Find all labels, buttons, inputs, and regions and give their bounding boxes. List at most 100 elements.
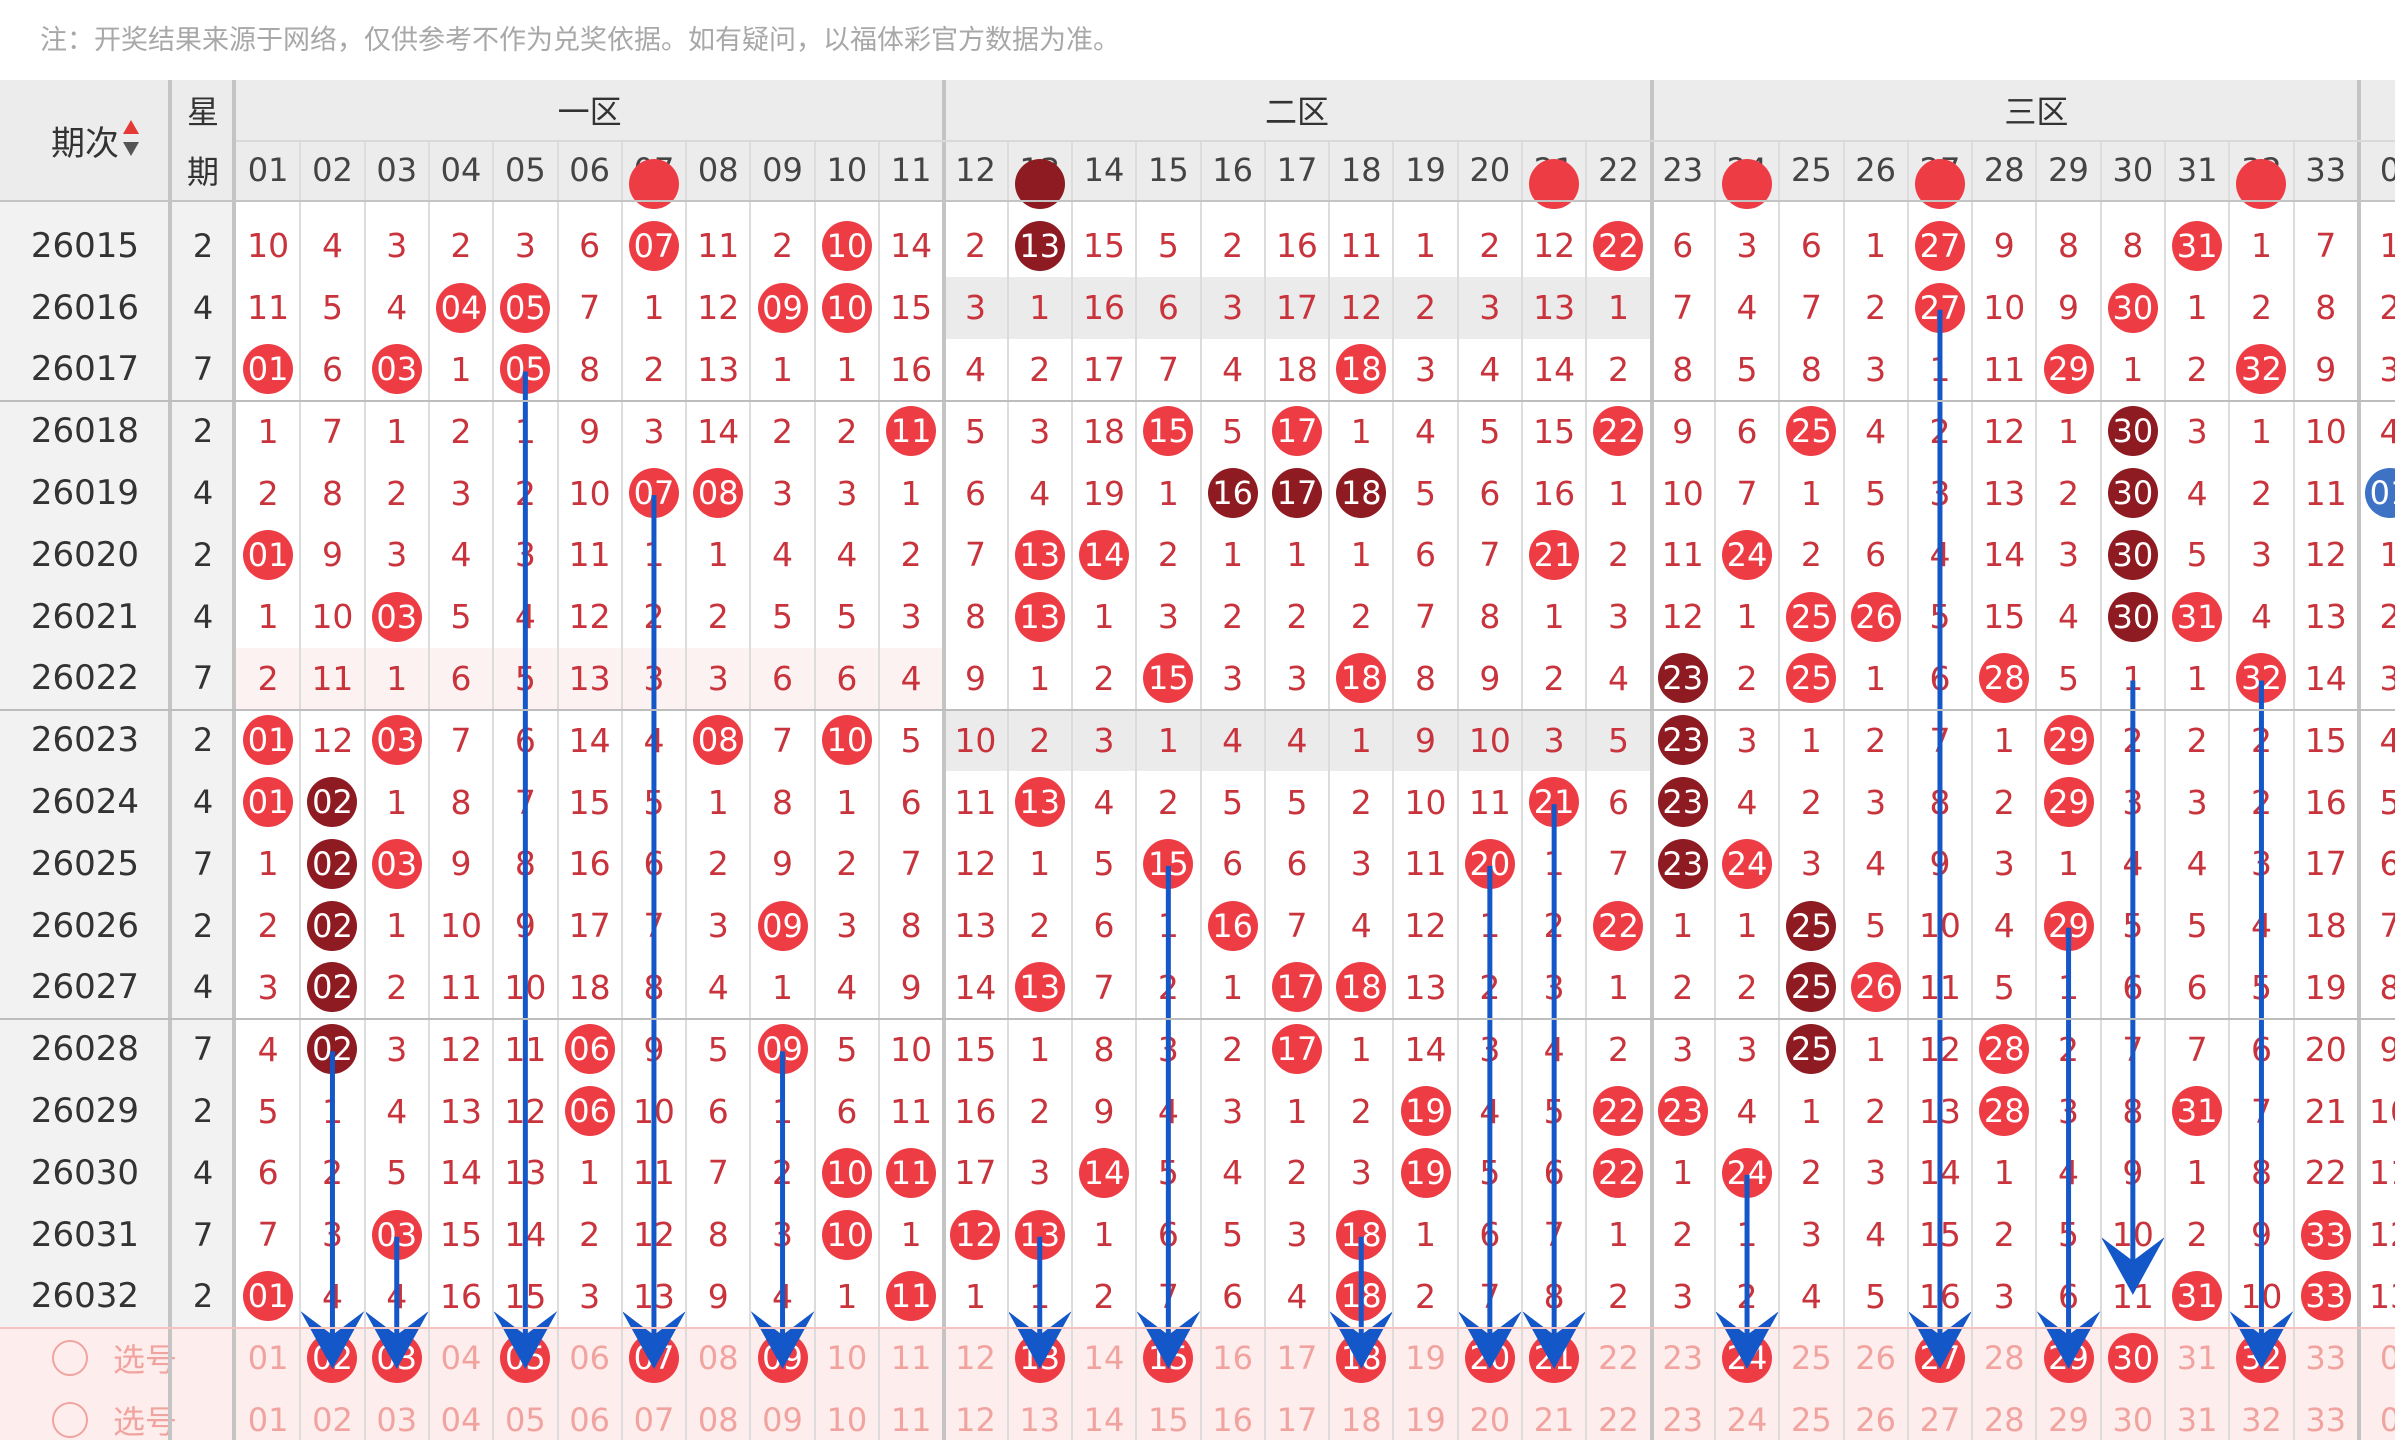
- number-column-header[interactable]: 04: [440, 151, 482, 189]
- period-header[interactable]: 期次: [51, 123, 119, 164]
- number-column-header[interactable]: 0: [2379, 151, 2395, 189]
- selectable-number-cell[interactable]: 26: [1855, 1339, 1896, 1378]
- selectable-number-cell[interactable]: 03: [376, 1401, 418, 1440]
- number-column-header[interactable]: 02: [312, 151, 353, 189]
- selected-number-cell[interactable]: 21: [1522, 1327, 1586, 1389]
- number-column-header[interactable]: 28: [1983, 151, 2025, 189]
- number-column-header[interactable]: 11: [890, 151, 932, 189]
- selectable-number-cell[interactable]: 33: [2305, 1401, 2347, 1440]
- select-label[interactable]: 选号: [112, 1403, 177, 1440]
- selectable-number-cell[interactable]: 28: [1983, 1401, 2025, 1440]
- select-radio-icon[interactable]: [52, 1340, 88, 1377]
- selectable-number-cell[interactable]: 01: [247, 1401, 289, 1440]
- selectable-number-cell[interactable]: 16: [1212, 1401, 1253, 1440]
- number-column-header[interactable]: 08: [697, 151, 739, 189]
- selected-number-cell[interactable]: 18: [1329, 1327, 1393, 1389]
- selectable-number-cell[interactable]: 11: [890, 1401, 932, 1440]
- selectable-number-cell[interactable]: 31: [2176, 1401, 2218, 1440]
- number-column-header[interactable]: 29: [2048, 151, 2089, 189]
- selectable-number-cell[interactable]: 11: [890, 1339, 932, 1378]
- number-column-header[interactable]: 17: [1276, 151, 1318, 189]
- selectable-number-cell[interactable]: 25: [1790, 1339, 1832, 1378]
- number-column-header[interactable]: 09: [762, 151, 803, 189]
- selected-number-cell[interactable]: 30: [2101, 1327, 2165, 1389]
- selectable-number-cell[interactable]: 23: [1662, 1339, 1704, 1378]
- selectable-number-cell[interactable]: 06: [569, 1339, 610, 1378]
- selected-number-ball[interactable]: 20: [1464, 1333, 1515, 1384]
- number-column-header[interactable]: 10: [826, 151, 868, 189]
- selected-number-cell[interactable]: 07: [622, 1327, 686, 1389]
- selectable-number-cell[interactable]: 28: [1983, 1339, 2025, 1378]
- selected-number-ball[interactable]: 03: [371, 1333, 422, 1384]
- selectable-number-cell[interactable]: 14: [1083, 1339, 1125, 1378]
- number-column-header[interactable]: 15: [1147, 151, 1189, 189]
- number-column-header[interactable]: 06: [569, 151, 610, 189]
- selected-number-ball[interactable]: 18: [1336, 1333, 1387, 1384]
- selected-number-cell[interactable]: 02: [300, 1327, 364, 1389]
- select-label[interactable]: 选号: [112, 1341, 177, 1380]
- selectable-number-cell[interactable]: 17: [1276, 1401, 1318, 1440]
- selected-number-ball[interactable]: 32: [2236, 1333, 2287, 1384]
- selectable-number-cell[interactable]: 04: [440, 1339, 482, 1378]
- selected-number-cell[interactable]: 13: [1008, 1327, 1072, 1389]
- selectable-number-cell[interactable]: 21: [1533, 1401, 1575, 1440]
- selectable-number-cell[interactable]: 01: [247, 1339, 289, 1378]
- selectable-number-cell[interactable]: 29: [2048, 1401, 2089, 1440]
- selectable-number-cell[interactable]: 08: [697, 1401, 739, 1440]
- number-column-header[interactable]: 05: [504, 151, 546, 189]
- number-column-header[interactable]: 26: [1855, 151, 1896, 189]
- selectable-number-cell[interactable]: 08: [697, 1339, 739, 1378]
- number-column-header[interactable]: 03: [376, 151, 418, 189]
- select-radio-icon[interactable]: [52, 1402, 88, 1439]
- selectable-number-cell[interactable]: 24: [1726, 1401, 1768, 1440]
- number-column-header[interactable]: 33: [2305, 151, 2347, 189]
- selected-number-ball[interactable]: 30: [2107, 1333, 2158, 1384]
- selectable-number-cell[interactable]: 06: [569, 1401, 610, 1440]
- selectable-number-cell[interactable]: 12: [955, 1339, 996, 1378]
- number-column-header[interactable]: 16: [1212, 151, 1253, 189]
- number-column-header[interactable]: 14: [1083, 151, 1125, 189]
- selectable-number-cell[interactable]: 19: [1405, 1339, 1446, 1378]
- selectable-number-cell[interactable]: 10: [826, 1401, 868, 1440]
- number-column-header[interactable]: 23: [1662, 151, 1704, 189]
- number-column-header[interactable]: 20: [1469, 151, 1511, 189]
- number-column-header[interactable]: 01: [247, 151, 289, 189]
- number-column-header[interactable]: 30: [2112, 151, 2154, 189]
- number-column-header[interactable]: 19: [1405, 151, 1446, 189]
- selected-number-cell[interactable]: 03: [365, 1327, 429, 1389]
- selectable-number-cell[interactable]: 23: [1662, 1401, 1704, 1440]
- number-column-header[interactable]: 25: [1790, 151, 1832, 189]
- selectable-number-cell[interactable]: 13: [1019, 1401, 1061, 1440]
- selected-number-cell[interactable]: 32: [2229, 1327, 2293, 1389]
- sort-updown-icon[interactable]: [122, 116, 140, 162]
- selectable-number-cell[interactable]: 04: [440, 1401, 482, 1440]
- selectable-number-cell[interactable]: 32: [2241, 1401, 2282, 1440]
- selected-number-cell[interactable]: 20: [1458, 1327, 1522, 1389]
- selectable-number-cell[interactable]: 15: [1147, 1401, 1189, 1440]
- selectable-number-cell[interactable]: 22: [1598, 1339, 1639, 1378]
- selected-number-cell[interactable]: 05: [493, 1327, 557, 1389]
- selected-number-ball[interactable]: 27: [1914, 1333, 1965, 1384]
- selectable-number-cell[interactable]: 02: [312, 1401, 353, 1440]
- selectable-number-cell[interactable]: 12: [955, 1401, 996, 1440]
- selected-number-ball[interactable]: 09: [757, 1333, 808, 1384]
- selectable-number-cell[interactable]: 30: [2112, 1401, 2154, 1440]
- selectable-number-cell[interactable]: 26: [1855, 1401, 1896, 1440]
- selectable-number-cell[interactable]: 19: [1405, 1401, 1446, 1440]
- selected-number-cell[interactable]: 29: [2036, 1327, 2100, 1389]
- selectable-number-cell[interactable]: 17: [1276, 1339, 1318, 1378]
- selectable-number-cell[interactable]: 25: [1790, 1401, 1832, 1440]
- selectable-number-cell[interactable]: 27: [1919, 1401, 1961, 1440]
- selectable-number-cell[interactable]: 20: [1469, 1401, 1511, 1440]
- selected-number-cell[interactable]: 27: [1908, 1327, 1972, 1389]
- selectable-number-cell[interactable]: 18: [1340, 1401, 1382, 1440]
- selected-number-ball[interactable]: 29: [2043, 1333, 2094, 1384]
- selected-number-ball[interactable]: 21: [1529, 1333, 1580, 1384]
- number-column-header[interactable]: 12: [955, 151, 996, 189]
- selected-number-ball[interactable]: 13: [1014, 1333, 1065, 1384]
- selectable-number-cell[interactable]: 09: [762, 1401, 803, 1440]
- selectable-number-cell[interactable]: 31: [2176, 1339, 2218, 1378]
- selectable-number-cell[interactable]: 22: [1598, 1401, 1639, 1440]
- selected-number-cell[interactable]: 09: [750, 1327, 814, 1389]
- selectable-number-cell[interactable]: 10: [826, 1339, 868, 1378]
